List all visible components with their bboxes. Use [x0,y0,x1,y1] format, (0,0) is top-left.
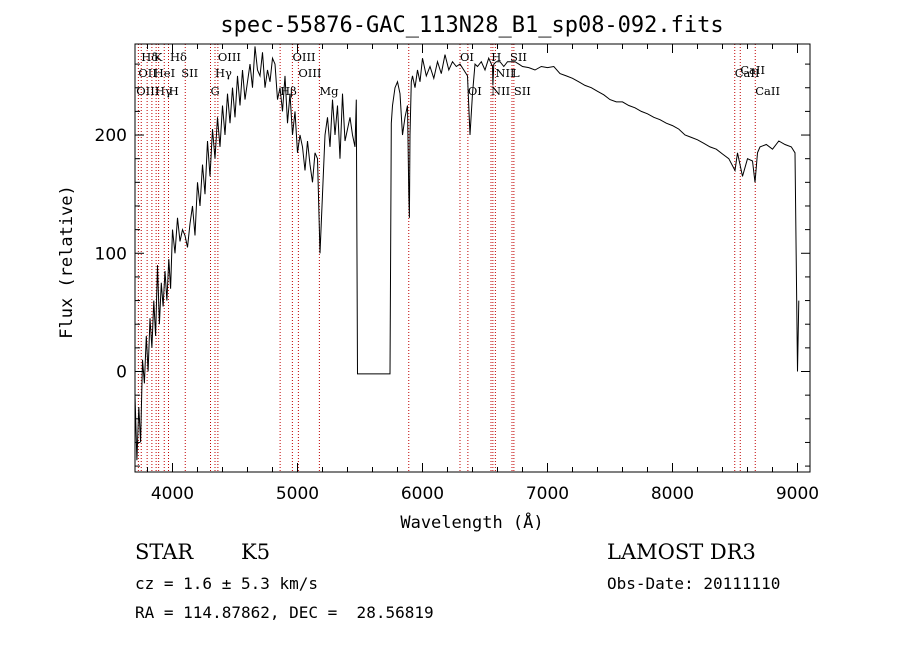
x-tick-label: 9000 [776,484,819,504]
line-label: Hδ [141,50,158,64]
spectrum-line [134,46,800,461]
line-label: OIII [298,66,321,80]
y-tick-label: 0 [116,363,127,383]
y-ticks: 0 100 200 [95,63,810,467]
obs-date: Obs-Date: 20111110 [607,574,781,593]
chart-title: spec-55876-GAC_113N28_B1_sp08-092.fits [220,13,723,38]
plot-frame [134,43,811,473]
line-label: CaII [740,63,765,77]
x-axis-label: Wavelength (Å) [400,511,543,533]
line-label: Hβ [280,84,297,98]
line-label: CaII [735,66,760,80]
x-tick-label: 4000 [151,484,194,504]
line-label: OII [138,66,157,80]
y-tick-label: 200 [95,126,127,146]
line-label: Mg [319,84,339,98]
survey-name: LAMOST DR3 [607,540,756,564]
line-label: L [512,66,520,80]
x-tick-label: 6000 [401,484,444,504]
line-label: OIII [136,84,159,98]
x-tick-label: 8000 [651,484,694,504]
line-label: Hγ [155,84,172,98]
line-label: SII [514,84,531,98]
line-label: Hδ [170,50,187,64]
line-label: SII [510,50,527,64]
line-label: OIII [218,50,241,64]
line-label: H [491,50,501,64]
line-label: Hγ [215,66,232,80]
x-tick-label: 7000 [526,484,569,504]
x-ticks: 4000 5000 6000 7000 8000 9000 [147,44,819,504]
y-axis-label: Flux (relative) [57,185,77,339]
x-tick-label: 5000 [276,484,319,504]
y-tick-label: 100 [95,244,127,264]
coordinates: RA = 114.87862, DEC = 28.56819 [135,603,434,622]
object-class: STAR [135,540,194,564]
marker-lines [137,44,756,472]
line-label: H [169,84,179,98]
line-label: NII [495,66,514,80]
object-subclass: K5 [241,540,271,564]
line-label: K [154,50,163,64]
line-label: CaII [755,84,780,98]
line-label: OIII [293,50,316,64]
line-label: G [211,84,220,98]
redshift-info: cz = 1.6 ± 5.3 km/s [135,574,319,593]
line-label: NII [491,84,510,98]
line-label: HeI [154,66,175,80]
line-label: SII [181,66,198,80]
line-label: OI [468,84,482,98]
line-label: OI [460,50,474,64]
